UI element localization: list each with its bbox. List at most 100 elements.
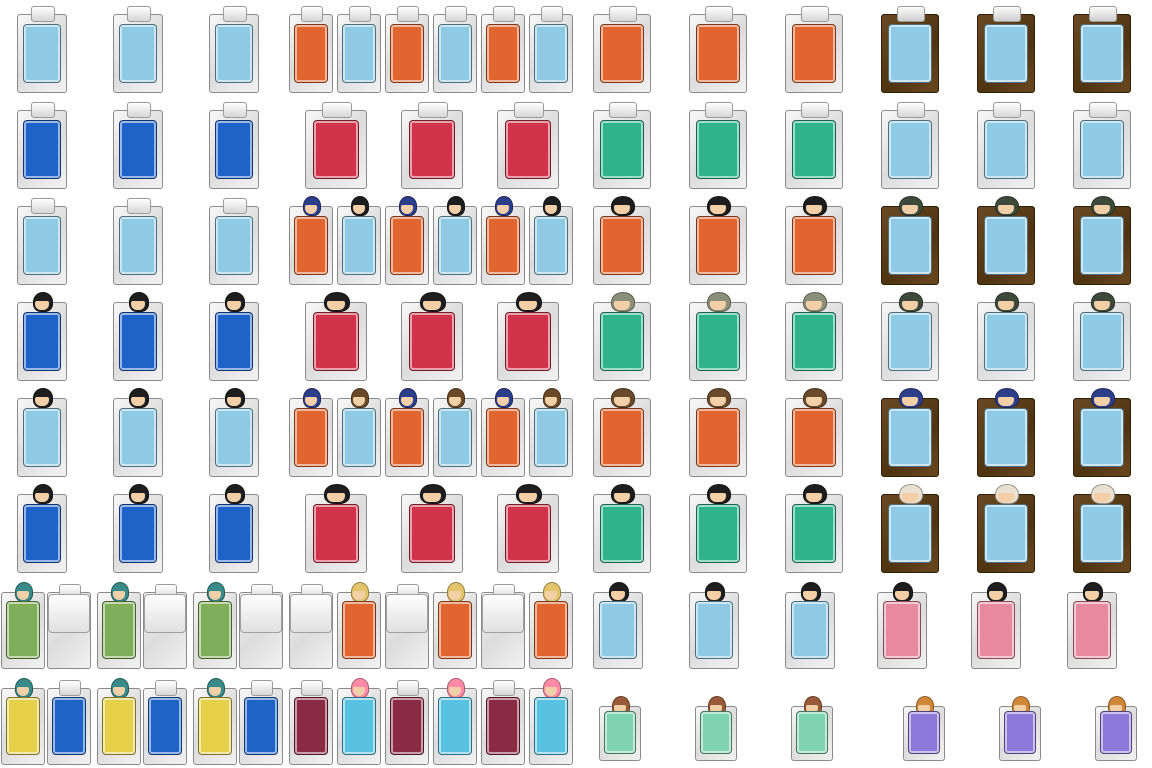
futon-quilt (796, 711, 828, 754)
futon-sprite (528, 582, 574, 670)
futon-sprite (384, 4, 430, 94)
futon-pillow (396, 680, 420, 696)
futon-quilt (198, 601, 232, 659)
futon-sprite (112, 4, 164, 94)
futon-sprite (304, 292, 368, 382)
futon-pillow (492, 6, 516, 22)
sleeper-face (997, 493, 1015, 502)
futon-sprite (480, 388, 526, 478)
futon-sprite (688, 582, 740, 670)
sleeper-face (613, 493, 631, 502)
futon-quilt (23, 312, 61, 371)
futon-quilt (534, 601, 568, 659)
futon-pillow (300, 6, 324, 22)
futon-sprite (336, 678, 382, 766)
futon-pillow (348, 6, 372, 22)
sleeper-face (352, 687, 366, 696)
sleeper-face (34, 493, 50, 502)
sleeper-face (706, 591, 722, 600)
sleeper-face (1084, 591, 1100, 600)
sleeper-face (112, 687, 126, 696)
sleeper-face (496, 397, 510, 406)
futon-sprite (688, 196, 748, 286)
futon-sprite (880, 484, 940, 574)
turned-down-blanket (386, 594, 428, 633)
futon-quilt (792, 24, 836, 83)
sleeper-face (352, 397, 366, 406)
futon-sprite (1072, 100, 1132, 190)
futon-sprite (480, 196, 526, 286)
futon-sprite (784, 196, 844, 286)
futon-quilt (908, 711, 940, 754)
futon-quilt (695, 601, 733, 659)
futon-sprite (480, 678, 526, 766)
futon-sprite (688, 292, 748, 382)
futon-quilt (1080, 504, 1124, 563)
futon-quilt (792, 216, 836, 275)
futon-sprite (16, 292, 68, 382)
futon-sprite (976, 100, 1036, 190)
sleeper-face (400, 397, 414, 406)
sleeper-face (901, 397, 919, 406)
futon-quilt (534, 216, 568, 275)
futon-sprite (592, 582, 644, 670)
sleeper-face (423, 493, 441, 502)
sleeper-face (1109, 705, 1123, 714)
sleeper-face (327, 493, 345, 502)
futon-quilt (600, 24, 644, 83)
futon-sprite (288, 582, 334, 670)
futon-pillow (1088, 6, 1118, 22)
sleeper-face (805, 493, 823, 502)
futon-sprite (496, 484, 560, 574)
futon-quilt (1100, 711, 1132, 754)
futon-quilt (486, 216, 520, 275)
futon-quilt (600, 120, 644, 179)
sleeper-face (917, 705, 931, 714)
futon-quilt (534, 697, 568, 755)
futon-sprite (1072, 388, 1132, 478)
sleeper-face (544, 591, 558, 600)
futon-quilt (342, 601, 376, 659)
sleeper-face (448, 205, 462, 214)
futon-pillow (396, 6, 420, 22)
futon-sprite (1072, 292, 1132, 382)
futon-sprite (976, 292, 1036, 382)
futon-pillow (126, 6, 152, 22)
futon-quilt (390, 408, 424, 467)
futon-sprite (142, 678, 188, 766)
futon-pillow (444, 6, 468, 22)
futon-quilt (1080, 408, 1124, 467)
sleeper-face (997, 301, 1015, 310)
sleeper-face (400, 205, 414, 214)
sleeper-face (130, 301, 146, 310)
futon-sprite (208, 292, 260, 382)
sleeper-face (544, 687, 558, 696)
futon-quilt (23, 504, 61, 563)
sleeper-face (709, 493, 727, 502)
sleeper-face (613, 705, 627, 714)
futon-quilt (984, 408, 1028, 467)
futon-sprite (688, 4, 748, 94)
futon-quilt (342, 408, 376, 467)
futon-quilt (984, 216, 1028, 275)
futon-quilt (984, 504, 1028, 563)
futon-pillow (417, 102, 449, 118)
sleeper-face (709, 205, 727, 214)
futon-sprite (112, 484, 164, 574)
futon-pillow (492, 680, 516, 696)
futon-sprite (192, 582, 238, 670)
futon-quilt (119, 312, 157, 371)
sleeper-face (130, 397, 146, 406)
sleeper-face (901, 493, 919, 502)
sleeper-face (304, 397, 318, 406)
futon-sprite (16, 196, 68, 286)
futon-quilt (792, 408, 836, 467)
sleeper-face (208, 687, 222, 696)
futon-quilt (792, 312, 836, 371)
sleeper-face (1093, 397, 1111, 406)
sleeper-face (1093, 205, 1111, 214)
futon-pillow (704, 6, 734, 22)
futon-quilt (696, 312, 740, 371)
futon-quilt (984, 24, 1028, 83)
futon-sprite (880, 196, 940, 286)
